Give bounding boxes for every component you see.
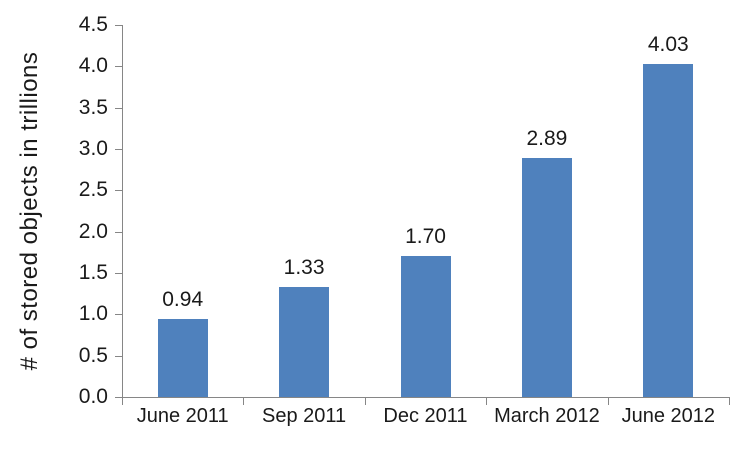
y-tick-mark [115, 25, 122, 26]
x-tick-mark [729, 398, 730, 405]
y-tick-mark [115, 66, 122, 68]
y-tick-label: 4.0 [78, 54, 108, 78]
bar [279, 287, 330, 397]
x-tick-mark [122, 398, 123, 405]
x-tick-mark [607, 398, 609, 405]
bar-value-label: 0.94 [162, 288, 204, 312]
y-tick-label: 1.0 [78, 302, 108, 326]
y-tick-label: 0.5 [78, 343, 108, 367]
y-tick-mark [115, 190, 122, 192]
y-tick-mark [115, 273, 122, 274]
bar [400, 256, 451, 397]
bar [157, 319, 208, 397]
y-tick-mark [115, 149, 122, 150]
bar-value-label: 1.33 [283, 256, 325, 280]
y-tick-label: 3.5 [78, 95, 108, 119]
y-tick-label: 2.5 [78, 178, 108, 202]
x-category-label: March 2012 [494, 405, 600, 427]
y-tick-mark [115, 355, 122, 357]
y-tick-mark [115, 314, 122, 316]
x-category-label: June 2012 [621, 405, 715, 427]
bar-value-label: 2.89 [526, 127, 568, 151]
y-tick-label: 0.0 [78, 385, 108, 408]
y-tick-mark [115, 231, 122, 233]
bar-value-label: 4.03 [647, 32, 689, 56]
x-tick-mark [364, 398, 366, 405]
y-tick-mark [115, 397, 122, 398]
x-category-label: Sep 2011 [262, 405, 347, 427]
x-tick-mark [243, 398, 245, 405]
x-category-label: June 2011 [136, 405, 229, 427]
bar [643, 63, 694, 397]
y-axis-title: # of stored objects in trillions [16, 51, 43, 371]
bar [521, 158, 572, 397]
y-tick-label: 1.5 [78, 261, 108, 284]
y-tick-label: 2.0 [78, 219, 108, 243]
y-tick-mark [115, 107, 122, 109]
x-category-label: Dec 2011 [383, 405, 468, 427]
bar-value-label: 1.70 [405, 225, 446, 249]
x-tick-mark [486, 398, 488, 405]
plot-area [122, 25, 730, 398]
y-tick-label: 4.5 [78, 13, 108, 36]
y-tick-label: 3.0 [78, 137, 108, 160]
